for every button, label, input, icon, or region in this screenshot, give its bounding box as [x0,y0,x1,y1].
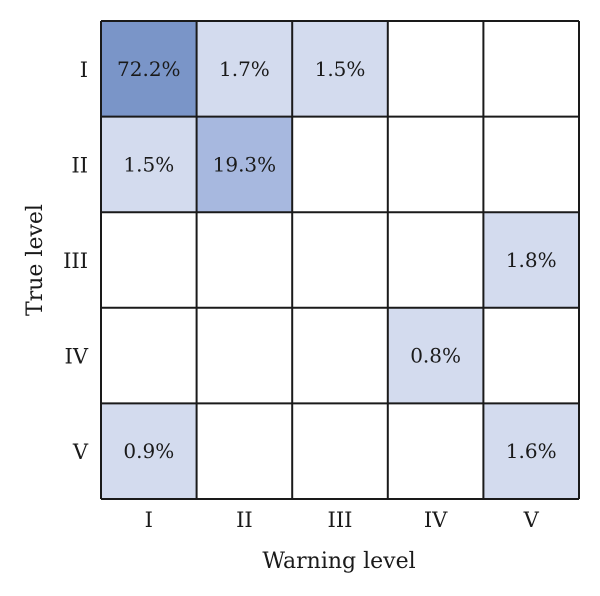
heatmap-grid [100,20,580,500]
heatmap-cell [101,116,197,213]
cell-value-label: 1.5% [123,152,174,176]
x-tick-label: I [145,508,153,532]
heatmap-cell [101,21,197,117]
heatmap-cell-empty [101,212,197,308]
y-tick-label: IV [65,345,89,369]
heatmap-cell-empty [196,307,293,404]
heatmap-cell-empty [196,212,293,308]
cell-value-label: 1.5% [315,57,366,81]
y-axis-label: True level [23,204,48,316]
heatmap-cell-empty [292,116,388,213]
heatmap-value-labels: 72.2% 1.7% 1.5% 1.5% 19.3% 1.8% 0.8% 0.9% 1.6% [117,57,557,463]
x-tick-label: II [236,508,253,532]
heatmap-cell-empty [101,307,197,404]
x-axis-ticks: I II III IV V [145,508,540,532]
heatmap-cell-empty [292,403,388,499]
y-tick-label: III [63,249,88,273]
cell-value-label: 72.2% [117,57,181,81]
cell-value-label: 19.3% [213,152,277,176]
heatmap-cell [196,116,293,213]
cell-value-label: 0.8% [410,344,461,368]
heatmap-cell [387,307,484,404]
y-tick-label: V [72,440,89,464]
heatmap-cell [101,403,197,499]
y-tick-label: I [80,58,88,82]
heatmap-cell-empty [483,21,579,117]
heatmap-cell-empty [483,307,579,404]
heatmap-cell [196,21,293,117]
heatmap-cell-empty [483,116,579,213]
heatmap-cell-empty [387,212,484,308]
cell-value-label: 1.8% [506,248,557,272]
heatmap-cell-empty [387,21,484,117]
x-axis-label: Warning level [262,549,415,574]
x-tick-label: IV [424,508,448,532]
heatmap-cell-empty [196,403,293,499]
heatmap-cell [483,212,579,308]
heatmap-cells [101,21,579,499]
heatmap-cell [483,403,579,499]
cell-value-label: 0.9% [123,439,174,463]
heatmap-cell [292,21,388,117]
heatmap-cell-empty [292,212,388,308]
x-tick-label: V [523,508,540,532]
cell-value-label: 1.6% [506,439,557,463]
heatmap-cell-empty [292,307,388,404]
heatmap-cell-empty [387,403,484,499]
x-tick-label: III [328,508,353,532]
y-tick-label: II [71,153,88,177]
heatmap-cell-empty [387,116,484,213]
cell-value-label: 1.7% [219,57,270,81]
